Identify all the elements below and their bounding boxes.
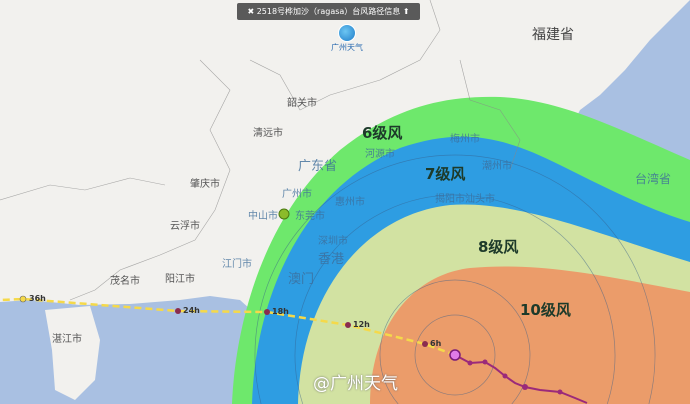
label-fujian: 福建省 <box>532 27 574 43</box>
label-huizhou: 惠州市 <box>335 197 365 208</box>
label-shaoguan: 韶关市 <box>287 98 317 109</box>
zone-label-10: 10级风 <box>520 301 571 319</box>
banner-title: 2518号桦加沙（ragasa）台风路径信息 <box>256 7 401 16</box>
close-icon[interactable]: ✖ <box>247 7 257 16</box>
logo: 广州天气 <box>327 24 367 53</box>
label-jiangmen: 江门市 <box>222 259 252 270</box>
zone-label-6: 6级风 <box>362 124 403 142</box>
logo-text: 广州天气 <box>331 43 363 52</box>
label-zhaoqing: 肇庆市 <box>190 179 220 190</box>
zone-10 <box>370 266 690 404</box>
track-label-6h: 6h <box>430 339 442 348</box>
label-macau: 澳门 <box>288 272 315 287</box>
track-label-36h: 36h <box>29 294 46 303</box>
label-chaozhou: 潮州市 <box>482 161 512 172</box>
label-shenzhen: 深圳市 <box>318 236 348 247</box>
sea-west <box>0 296 260 404</box>
province-borders <box>0 0 521 301</box>
zone-label-8: 8级风 <box>478 238 519 256</box>
logo-icon <box>338 24 356 42</box>
typhoon-center-icon <box>449 349 461 361</box>
label-guangdong: 广东省 <box>298 159 338 174</box>
past-points <box>467 359 563 395</box>
watermark: @广州天气 <box>313 374 398 394</box>
track-label-24h: 24h <box>183 306 200 315</box>
label-maoming: 茂名市 <box>110 276 140 287</box>
track-label-12h: 12h <box>353 320 370 329</box>
label-zhanjiang: 湛江市 <box>52 334 82 345</box>
forecast-points <box>19 295 428 347</box>
range-rings <box>254 154 656 404</box>
label-heyuan: 河源市 <box>365 149 395 160</box>
label-guangzhou: 广州市 <box>282 189 312 200</box>
title-banner: ✖ 2518号桦加沙（ragasa）台风路径信息 ⬆ <box>237 3 420 20</box>
guangzhou-marker-icon <box>278 208 290 220</box>
label-meizhou: 梅州市 <box>450 134 480 145</box>
label-hongkong: 香港 <box>318 252 345 267</box>
label-taiwan: 台湾省 <box>635 172 672 186</box>
pin-icon[interactable]: ⬆ <box>400 7 410 16</box>
label-shantou: 揭阳市汕头市 <box>435 194 495 205</box>
label-dongguan: 东莞市 <box>295 211 325 222</box>
label-zhongshan: 中山市 <box>248 211 278 222</box>
track-label-18h: 18h <box>272 307 289 316</box>
leizhou-peninsula <box>45 306 100 400</box>
zone-label-7: 7级风 <box>425 165 466 183</box>
label-qingyuan: 清远市 <box>253 128 283 139</box>
past-track <box>454 354 588 404</box>
label-yunfu: 云浮市 <box>170 221 200 232</box>
label-yangjiang: 阳江市 <box>165 274 195 285</box>
